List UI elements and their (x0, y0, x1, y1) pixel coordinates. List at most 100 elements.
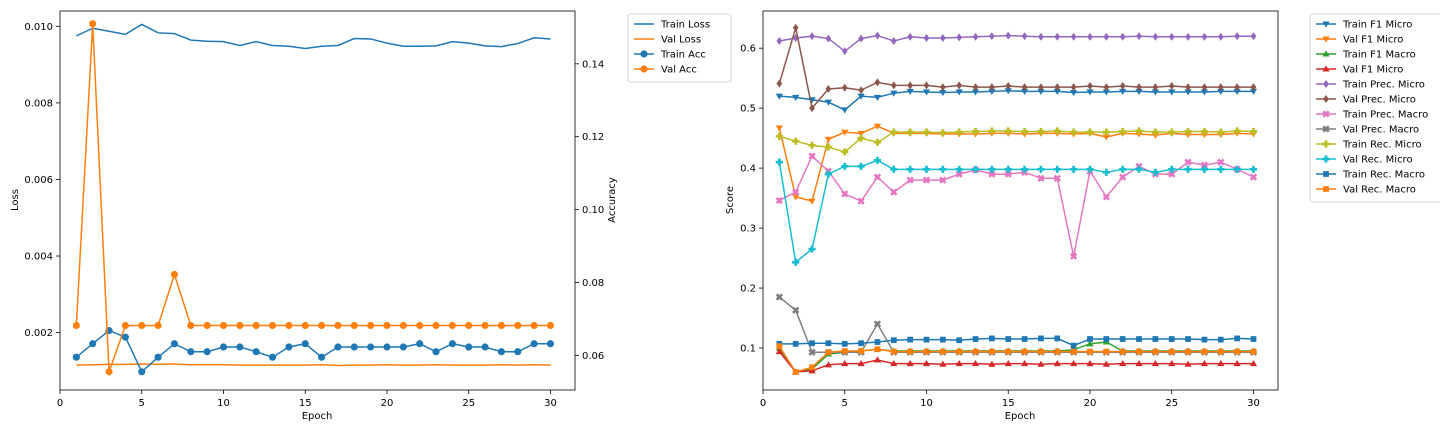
val-rec-macro-point (1250, 348, 1257, 355)
train-prec-micro-point (841, 47, 848, 56)
series-train-rec-macro (776, 335, 1257, 349)
legend-marker (1322, 36, 1330, 43)
val-rec-micro-point (873, 156, 882, 164)
val-rec-macro-point (1103, 348, 1110, 355)
loss-legend: Train Loss Val Loss Train Acc Val Acc (627, 13, 732, 83)
train-rec-micro-point (1020, 127, 1029, 136)
legend-marker (1323, 171, 1329, 177)
y-tick-label: 0.6 (740, 44, 756, 55)
val-prec-macro-point (792, 306, 800, 314)
train-rec-macro-point (923, 336, 930, 343)
train-acc-point (203, 348, 211, 356)
val-f1-micro-point (988, 360, 996, 367)
val-acc-point (203, 321, 211, 330)
loss-accuracy-chart: 0 5 10 15 20 25 30 0.002 0.004 0.006 0.008 0.010 0… (10, 10, 732, 422)
val-rec-micro-point (906, 165, 914, 173)
x-tick-label: 20 (381, 398, 394, 409)
train-rec-macro-point (792, 340, 799, 347)
score-y-ticks: 0.1 0.2 0.3 0.4 0.5 0.6 (740, 44, 763, 355)
val-rec-micro-point (1070, 165, 1078, 173)
val-f1-micro-point (808, 198, 816, 205)
val-rec-macro-point (1054, 348, 1061, 355)
y-tick-label: 0.010 (24, 22, 53, 33)
train-f1-micro-point (1053, 88, 1061, 95)
train-rec-micro-point (1249, 127, 1258, 136)
train-f1-micro-point (1020, 88, 1029, 95)
train-acc-point (187, 348, 195, 356)
y2-tick-label: 0.12 (582, 132, 604, 143)
legend-item: Val Rec. Macro (1316, 185, 1416, 196)
val-f1-micro-point (792, 194, 800, 201)
val-prec-micro-point (890, 81, 897, 90)
train-prec-macro-point (841, 190, 849, 198)
train-f1-micro-point (988, 88, 996, 95)
val-rec-micro-point (1135, 165, 1143, 173)
val-rec-macro-point (1185, 348, 1191, 355)
train-f1-micro-point (1217, 88, 1225, 95)
legend-item: Train Rec. Micro (1316, 140, 1422, 151)
val-f1-micro-point (922, 360, 931, 367)
legend-label: Train Loss (660, 20, 710, 31)
legend-item: Val Rec. Micro (1316, 155, 1413, 166)
val-rec-macro-point (956, 348, 963, 355)
train-prec-micro-point (1021, 32, 1028, 41)
y2-tick-label: 0.10 (582, 205, 604, 216)
train-loss-line (76, 23, 551, 50)
x-tick-label: 30 (544, 398, 557, 409)
train-prec-macro-point (1119, 173, 1127, 181)
train-rec-micro-point (890, 128, 898, 136)
val-prec-micro-point (874, 78, 881, 87)
train-rec-micro-point (988, 127, 996, 135)
train-rec-macro-point (989, 335, 995, 342)
val-acc-point (432, 321, 440, 330)
score-plot-area (775, 23, 1258, 375)
score-x-ticks: 0 5 10 15 20 25 30 (760, 390, 1260, 409)
train-rec-micro-point (873, 138, 882, 146)
val-rec-macro-point (1152, 348, 1159, 355)
val-prec-micro-point (1021, 83, 1028, 92)
train-prec-macro-point (988, 170, 996, 178)
legend-item: Train F1 Macro (1316, 50, 1416, 61)
train-f1-micro-point (939, 90, 947, 97)
val-f1-micro-point (971, 360, 980, 367)
legend-marker (1323, 186, 1329, 192)
train-rec-micro-point (1119, 127, 1127, 136)
val-prec-macro-point (775, 293, 784, 301)
val-rec-macro-point (1038, 348, 1044, 355)
train-f1-micro-point (955, 89, 963, 96)
train-prec-micro-point (923, 34, 930, 42)
train-rec-macro-point (825, 340, 832, 347)
train-rec-macro-point (1234, 335, 1241, 342)
train-prec-micro-point (1054, 32, 1061, 41)
train-rec-micro-point (792, 137, 800, 145)
train-rec-macro-point (1103, 336, 1110, 342)
x-tick-label: 15 (1002, 398, 1015, 409)
val-rec-micro-point (775, 158, 783, 166)
val-rec-macro-point (1136, 348, 1142, 355)
val-rec-macro-point (809, 364, 815, 371)
train-rec-micro-point (1037, 127, 1045, 136)
legend-item: Train Prec. Macro (1316, 110, 1428, 121)
train-rec-micro-point (775, 132, 783, 140)
val-f1-micro-point (1249, 360, 1258, 367)
train-f1-micro-point (1037, 88, 1045, 95)
val-rec-macro-point (1168, 348, 1175, 355)
train-prec-macro-point (890, 188, 898, 196)
legend-frame (1309, 13, 1440, 203)
train-rec-macro-point (1217, 336, 1224, 343)
legend-marker (1322, 140, 1330, 148)
train-acc-point (367, 343, 375, 351)
score-x-axis-label: Epoch (1005, 411, 1036, 422)
val-acc-point (252, 321, 260, 330)
val-rec-micro-point (824, 170, 832, 178)
train-prec-macro-point (939, 176, 947, 184)
val-f1-micro-point (906, 360, 914, 367)
val-prec-micro-point (858, 86, 864, 95)
x-tick-label: 5 (842, 398, 848, 409)
val-prec-micro-point (841, 83, 848, 92)
val-f1-micro-point (955, 360, 963, 367)
train-prec-micro-point (1103, 32, 1110, 41)
val-rec-macro-point (776, 343, 783, 350)
legend-marker (1322, 65, 1330, 72)
y-tick-label: 0.004 (24, 252, 53, 263)
